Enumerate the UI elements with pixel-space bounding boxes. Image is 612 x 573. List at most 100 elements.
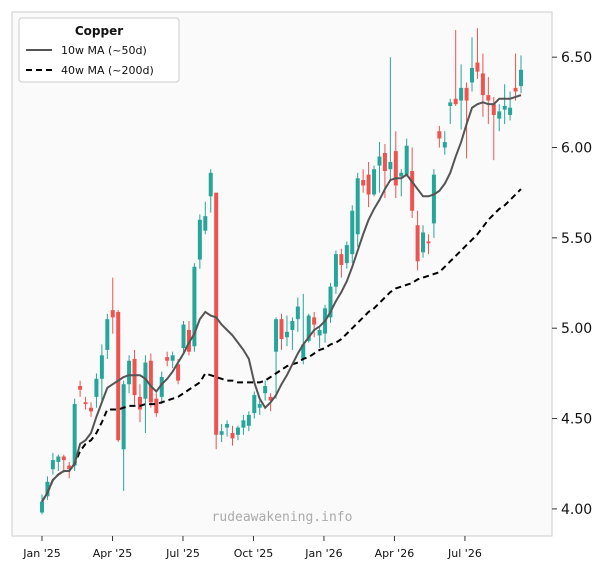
- candle-body: [317, 330, 322, 336]
- candle: [105, 313, 110, 359]
- candle: [137, 384, 142, 423]
- candle-body: [132, 358, 137, 396]
- candle-body: [355, 178, 360, 235]
- candle-body: [45, 481, 50, 497]
- candle: [165, 351, 170, 367]
- candle-body: [508, 107, 513, 115]
- candle-body: [170, 355, 175, 361]
- candle-body: [268, 396, 273, 401]
- candle: [56, 454, 61, 471]
- candle-body: [431, 174, 436, 224]
- candle-body: [165, 357, 170, 361]
- candle: [312, 311, 317, 338]
- candle: [148, 353, 153, 408]
- candle-body: [295, 306, 300, 320]
- candle-body: [393, 151, 398, 186]
- candle: [230, 425, 235, 446]
- candle: [116, 310, 121, 443]
- candle-body: [257, 404, 262, 408]
- candle-body: [225, 423, 230, 428]
- candle-body: [94, 378, 99, 397]
- candle-body: [78, 386, 83, 390]
- candle-body: [99, 355, 104, 379]
- candle: [508, 91, 513, 121]
- candle-body: [61, 456, 66, 461]
- candle-body: [519, 69, 523, 87]
- candle: [388, 57, 393, 182]
- candle-body: [453, 98, 458, 105]
- candle-body: [214, 192, 219, 435]
- y-tick-label: 6.00: [561, 141, 592, 157]
- candle-body: [192, 266, 197, 347]
- candle: [328, 283, 333, 323]
- legend-ma40-label: 40w MA (~200d): [61, 64, 154, 77]
- candle: [88, 402, 93, 417]
- candle-body: [148, 360, 153, 403]
- candle: [355, 172, 360, 247]
- plot-area: [11, 11, 553, 537]
- candle-body: [263, 386, 268, 394]
- candle: [519, 55, 523, 94]
- legend-box: [18, 17, 180, 83]
- candle-body: [442, 142, 447, 148]
- x-tick-label: Jan '25: [22, 547, 60, 560]
- candle: [99, 344, 104, 403]
- candle-body: [116, 311, 121, 441]
- candle: [72, 398, 77, 471]
- candle: [480, 53, 485, 117]
- candle-body: [40, 501, 44, 513]
- candle: [121, 380, 126, 491]
- legend-title: Copper: [75, 24, 123, 38]
- candle-body: [470, 68, 475, 83]
- candle-body: [88, 407, 93, 412]
- candle: [486, 77, 491, 125]
- candle-body: [176, 364, 181, 381]
- candle-body: [426, 241, 431, 244]
- candle-body: [301, 344, 306, 359]
- candle-body: [241, 420, 246, 428]
- candle: [426, 234, 431, 255]
- candle: [513, 53, 518, 101]
- candle-body: [181, 324, 186, 349]
- candle-body: [328, 286, 333, 318]
- candle-body: [513, 87, 518, 92]
- candle-body: [339, 254, 344, 265]
- candle: [317, 326, 322, 349]
- candle-body: [230, 433, 235, 439]
- candle-body: [235, 427, 240, 435]
- candle-body: [127, 360, 132, 385]
- candle-body: [459, 87, 464, 101]
- candle: [241, 414, 246, 435]
- candle: [50, 452, 55, 475]
- candle-body: [56, 456, 61, 462]
- candle: [366, 161, 371, 208]
- candle: [284, 315, 289, 347]
- candle-body: [350, 210, 355, 255]
- candle-body: [143, 362, 148, 399]
- candle-body: [72, 404, 77, 466]
- candle: [399, 169, 404, 197]
- candle: [219, 423, 224, 443]
- candle-body: [448, 102, 453, 106]
- candle: [361, 169, 366, 193]
- candle-body: [344, 245, 349, 264]
- candle-body: [366, 174, 371, 195]
- candle-body: [410, 171, 415, 211]
- candle-body: [197, 219, 202, 260]
- candle-body: [252, 395, 257, 414]
- candle-body: [137, 396, 142, 410]
- candle: [301, 293, 306, 365]
- candle: [497, 104, 502, 132]
- candle: [257, 400, 262, 415]
- candle: [110, 277, 115, 334]
- candle: [83, 396, 88, 410]
- candle-body: [502, 105, 507, 110]
- x-tick-label: Jan '26: [304, 547, 342, 560]
- candle-body: [121, 384, 126, 450]
- candle: [344, 241, 349, 269]
- candle-body: [415, 225, 420, 262]
- candle: [252, 391, 257, 419]
- candle: [279, 313, 284, 350]
- candle-body: [399, 172, 404, 177]
- candle: [94, 373, 99, 408]
